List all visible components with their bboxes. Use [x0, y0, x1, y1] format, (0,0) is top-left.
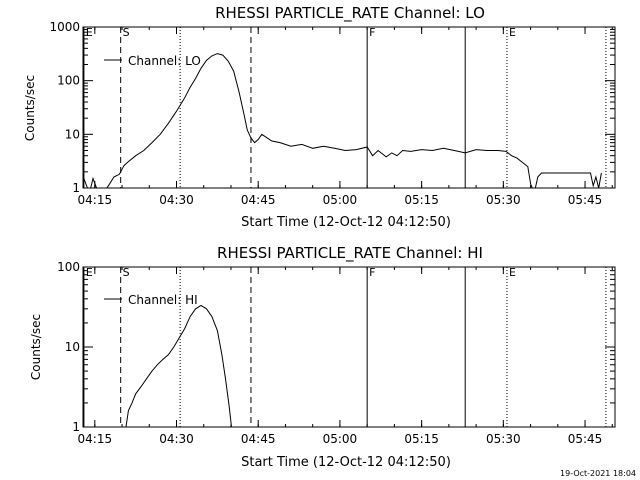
lo-y-tick-label: 100 — [57, 74, 80, 88]
lo-marker-label: E — [509, 26, 516, 39]
hi-x-tick-label: 04:30 — [159, 432, 194, 446]
lo-y-tick-label: 10 — [65, 127, 80, 141]
hi-y-axis-label: Counts/sec — [29, 314, 43, 380]
hi-x-tick-label: 04:15 — [78, 432, 113, 446]
lo-channel-panel: RHESSI PARTICLE_RATE Channel: LO Counts/… — [23, 4, 616, 230]
lo-x-tick-label: 05:00 — [323, 193, 358, 207]
lo-y-tick-label: 1000 — [49, 20, 80, 34]
hi-x-tick-label: 05:00 — [323, 432, 358, 446]
lo-y-tick-label: 1 — [72, 181, 80, 195]
lo-x-tick-label: 05:45 — [568, 193, 603, 207]
hi-plot-frame — [82, 266, 616, 428]
hi-x-axis-label: Start Time (12-Oct-12 04:12:50) — [241, 455, 451, 470]
lo-series-line — [83, 53, 602, 188]
hi-x-tick-label: 04:45 — [241, 432, 276, 446]
lo-plot-frame — [82, 26, 616, 189]
lo-marker-label: F — [369, 26, 375, 39]
hi-y-tick-label: 100 — [57, 260, 80, 274]
hi-marker-label: F — [369, 266, 375, 279]
hi-x-tick-label: 05:30 — [486, 432, 521, 446]
hi-y-tick-label: 1 — [72, 420, 80, 434]
lo-x-tick-label: 05:30 — [486, 193, 521, 207]
hi-series-line — [125, 304, 232, 427]
hi-marker-label: E — [86, 266, 93, 279]
lo-x-tick-label: 04:30 — [159, 193, 194, 207]
lo-marker-label: S — [123, 26, 130, 39]
hi-legend-label: Channel: HI — [128, 293, 198, 307]
lo-y-axis-label: Counts/sec — [23, 75, 37, 141]
hi-channel-panel: RHESSI PARTICLE_RATE Channel: HI Counts/… — [29, 244, 616, 470]
hi-x-tick-label: 05:45 — [568, 432, 603, 446]
lo-chart-title: RHESSI PARTICLE_RATE Channel: LO — [215, 4, 485, 23]
lo-x-axis-label: Start Time (12-Oct-12 04:12:50) — [241, 215, 451, 230]
lo-marker-label: E — [86, 26, 93, 39]
hi-x-tick-label: 05:15 — [404, 432, 439, 446]
hi-marker-label: S — [123, 266, 130, 279]
hi-chart-title: RHESSI PARTICLE_RATE Channel: HI — [217, 244, 483, 263]
lo-legend-label: Channel: LO — [128, 54, 201, 68]
lo-x-tick-label: 05:15 — [404, 193, 439, 207]
hi-y-tick-label: 10 — [65, 340, 80, 354]
date-stamp: 19-Oct-2021 18:04 — [560, 469, 636, 478]
lo-plot-axes: 04:15 04:30 04:45 05:00 05:15 05:30 05:45 1 10 10… — [49, 20, 616, 207]
hi-marker-label: E — [509, 266, 516, 279]
lo-x-tick-label: 04:45 — [241, 193, 276, 207]
hi-plot-axes: 04:15 04:30 04:45 05:00 05:15 05:30 05:45 1 10 10… — [57, 260, 616, 446]
lo-x-tick-label: 04:15 — [78, 193, 113, 207]
